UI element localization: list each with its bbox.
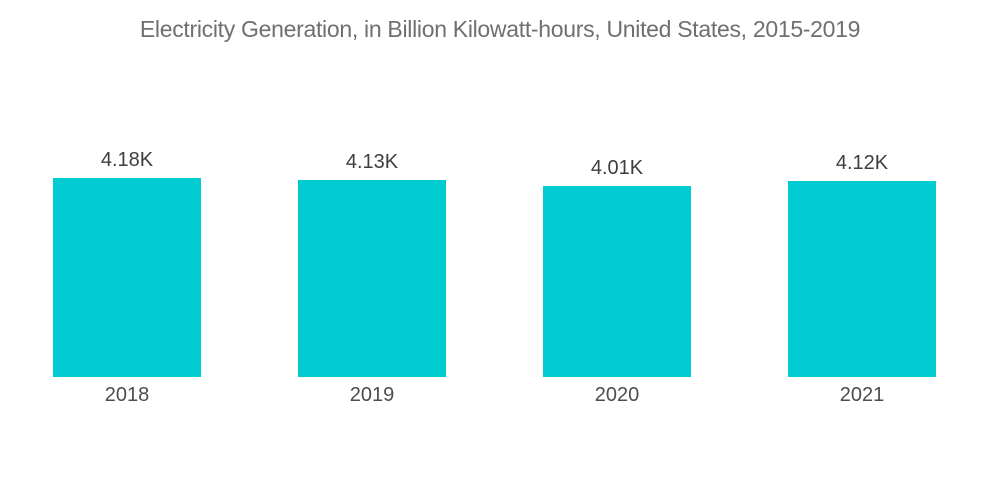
x-tick-label: 2021 bbox=[839, 384, 885, 406]
bar-group: 4.01K bbox=[543, 158, 691, 377]
bar-group: 4.18K bbox=[53, 150, 201, 377]
bar-group: 4.12K bbox=[788, 153, 936, 377]
x-tick-label: 2018 bbox=[104, 384, 150, 406]
bar-value-label: 4.12K bbox=[835, 152, 889, 174]
bar bbox=[298, 180, 446, 377]
bar-value-label: 4.01K bbox=[590, 157, 644, 179]
plot-area: 4.18K 4.13K 4.01K 4.12K bbox=[53, 0, 936, 377]
x-tick-label: 2020 bbox=[594, 384, 640, 406]
x-axis-labels: 2018 2019 2020 2021 bbox=[53, 385, 936, 405]
bar bbox=[543, 186, 691, 377]
bar-value-label: 4.13K bbox=[345, 151, 399, 173]
bar-value-label: 4.18K bbox=[100, 149, 154, 171]
bar bbox=[53, 178, 201, 377]
bar bbox=[788, 181, 936, 377]
chart-title: Electricity Generation, in Billion Kilow… bbox=[139, 16, 861, 42]
bar-group: 4.13K bbox=[298, 152, 446, 377]
x-tick-label: 2019 bbox=[349, 384, 395, 406]
